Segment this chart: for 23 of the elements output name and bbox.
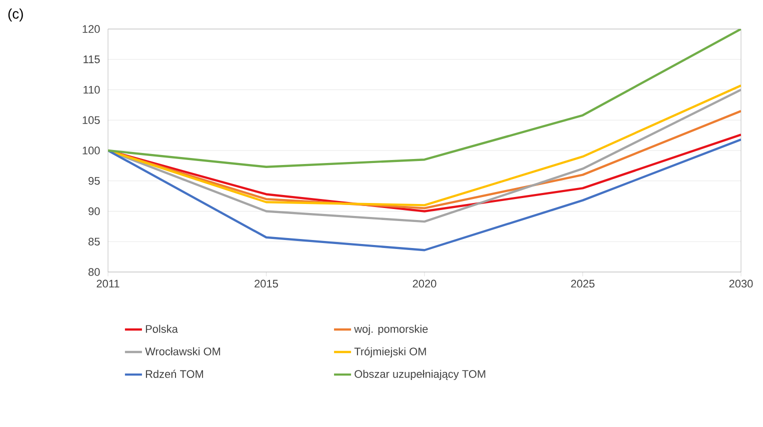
y-tick-label: 100 xyxy=(82,146,100,154)
legend-label: Obszar uzupełniający TOM xyxy=(354,370,486,380)
x-tick-label: 2015 xyxy=(254,280,278,288)
text: (c) xyxy=(8,8,23,22)
line-series xyxy=(108,29,742,168)
y-tick-label: 90 xyxy=(88,207,100,216)
y-tick-label: 80 xyxy=(88,268,100,276)
x-tick-label: 2030 xyxy=(729,280,753,288)
y-tick-label: 110 xyxy=(84,86,100,94)
x-tick-label: 2011 xyxy=(96,280,120,288)
legend-label: Polska xyxy=(146,324,178,333)
x-tick-label: 2025 xyxy=(571,280,594,288)
y-tick-label: 115 xyxy=(84,56,100,64)
legend-label: woj. pomorskie xyxy=(354,324,428,335)
y-tick-label: 85 xyxy=(88,238,100,246)
x-tick-label: 2020 xyxy=(412,280,436,288)
legend-label: Rdzeń TOM xyxy=(146,370,204,378)
y-tick-label: 105 xyxy=(82,116,100,124)
y-tick-label: 95 xyxy=(88,177,100,185)
legend-label: Trójmiejski OM xyxy=(354,347,426,358)
line-series xyxy=(108,138,742,252)
y-tick-label: 120 xyxy=(82,25,100,33)
legend-label: Wrocławski OM xyxy=(145,347,220,356)
